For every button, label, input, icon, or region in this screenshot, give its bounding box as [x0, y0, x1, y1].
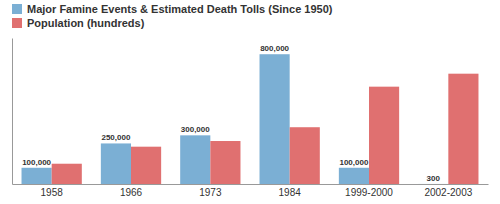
legend-label: Major Famine Events & Estimated Death To…	[27, 3, 333, 15]
bar	[131, 147, 161, 184]
data-label: 300,000	[181, 125, 210, 134]
x-tick-label: 1984	[279, 187, 302, 198]
chart: 1958 1966 1973 1984 1999-2000 2002-2003 100,00…	[0, 0, 500, 204]
x-tick: 1999-2000	[345, 184, 393, 198]
data-label: 300	[427, 174, 441, 183]
bar	[260, 54, 290, 184]
data-label: 800,000	[260, 44, 289, 53]
x-tick: 1966	[120, 184, 143, 198]
x-tick-label: 1966	[120, 187, 143, 198]
x-tick: 2002-2003	[424, 184, 472, 198]
x-tick-label: 1973	[199, 187, 222, 198]
plot: 1958 1966 1973 1984 1999-2000 2002-2003 100,00…	[13, 39, 489, 199]
bar	[101, 143, 131, 184]
bar	[369, 87, 399, 184]
y-axis	[12, 39, 13, 185]
legend-swatch	[12, 4, 22, 14]
y-axis-line	[12, 39, 13, 185]
x-tick: 1958	[41, 184, 64, 198]
bar	[22, 168, 52, 184]
x-axis-line	[13, 184, 489, 185]
legend-item: Major Famine Events & Estimated Death To…	[12, 3, 333, 15]
bars	[22, 54, 479, 184]
bar	[448, 74, 478, 184]
legend-item: Population (hundreds)	[12, 17, 145, 29]
bar	[339, 168, 369, 184]
data-labels: 100,000 250,000 300,000 800,000 100,000 300	[22, 44, 440, 183]
x-tick-label: 2002-2003	[424, 187, 472, 198]
bar	[180, 135, 210, 184]
data-label: 100,000	[22, 158, 51, 167]
x-tick-label: 1958	[41, 187, 64, 198]
data-label: 250,000	[101, 133, 130, 142]
x-axis: 1958 1966 1973 1984 1999-2000 2002-2003	[13, 184, 489, 198]
bar	[418, 183, 448, 184]
bar	[52, 164, 82, 184]
x-tick-label: 1999-2000	[345, 187, 393, 198]
bar	[210, 141, 240, 184]
bar-series	[52, 74, 479, 184]
legend-swatch	[12, 18, 22, 28]
bar-series	[22, 54, 449, 184]
x-tick: 1984	[279, 184, 302, 198]
data-label: 100,000	[339, 158, 368, 167]
x-tick: 1973	[199, 184, 222, 198]
legend: Major Famine Events & Estimated Death To…	[12, 3, 333, 29]
legend-label: Population (hundreds)	[27, 17, 145, 29]
bar	[290, 127, 320, 184]
